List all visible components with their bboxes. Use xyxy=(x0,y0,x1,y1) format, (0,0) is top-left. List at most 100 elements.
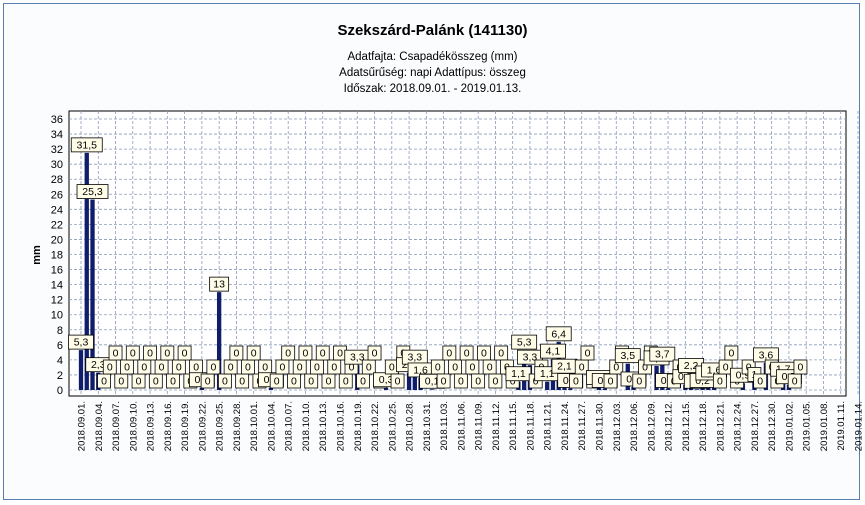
x-tick-label: 2018.09.10. xyxy=(128,401,139,451)
data-label: 0 xyxy=(465,359,480,375)
y-tick-label: 34 xyxy=(51,129,63,141)
data-label-text: 0 xyxy=(389,362,395,374)
data-label-text: 0 xyxy=(533,376,539,388)
data-label: 0 xyxy=(304,373,319,389)
x-tick-label: 2018.10.19. xyxy=(353,401,364,451)
data-label: 0 xyxy=(459,345,474,361)
data-label-text: 0 xyxy=(314,362,320,374)
data-label: 0 xyxy=(298,345,313,361)
data-label-text: 0 xyxy=(222,376,228,388)
data-label-text: 1,1 xyxy=(540,368,555,380)
data-label-text: 0 xyxy=(245,362,251,374)
x-tick-label: 2018.10.07. xyxy=(284,401,295,451)
data-label: 0 xyxy=(430,359,445,375)
data-label-text: 0 xyxy=(360,376,366,388)
data-label: 0 xyxy=(603,373,618,389)
data-label: 0 xyxy=(787,373,802,389)
data-label-text: 0 xyxy=(446,348,452,360)
x-tick-label: 2019.01.14. xyxy=(854,401,865,451)
data-label-box xyxy=(545,326,572,342)
data-label: 3,7 xyxy=(649,346,676,362)
data-label: 13 xyxy=(209,276,230,292)
data-label: 4,1 xyxy=(540,343,566,359)
data-label-text: 0 xyxy=(280,362,286,374)
data-label: 0 xyxy=(315,345,330,361)
data-label-text: 0 xyxy=(573,376,579,388)
data-label-text: 0 xyxy=(613,362,619,374)
data-label-box xyxy=(70,137,103,153)
x-tick-label: 2018.09.04. xyxy=(94,401,105,451)
data-label: 0 xyxy=(143,345,157,361)
data-label-box xyxy=(793,359,808,375)
x-tick-label: 2018.12.21. xyxy=(715,401,726,451)
data-label-text: 0 xyxy=(435,362,441,374)
data-label-text: 0 xyxy=(728,348,734,360)
data-label-text: 31,5 xyxy=(77,139,98,151)
x-tick-label: 2018.12.27. xyxy=(750,401,761,451)
y-tick-label: 10 xyxy=(51,310,63,322)
data-label-text: 0 xyxy=(147,348,153,360)
data-label-text: 3,3 xyxy=(408,352,423,364)
data-label-text: 0 xyxy=(642,362,648,374)
data-label: 0 xyxy=(793,359,808,375)
data-label-text: 0 xyxy=(492,376,498,388)
data-label-box xyxy=(390,373,405,389)
data-label: 0 xyxy=(125,345,140,361)
x-tick-label: 2018.11.03. xyxy=(439,401,450,450)
data-label-text: 4,1 xyxy=(546,346,561,358)
data-label-text: 5,3 xyxy=(517,337,532,349)
data-label-text: 0 xyxy=(113,348,119,360)
data-label: 0 xyxy=(321,373,336,389)
x-tick-label: 2018.11.27. xyxy=(577,401,588,450)
chart-title: Szekszárd-Palánk (141130) xyxy=(337,22,528,39)
data-label-text: 3,7 xyxy=(655,349,670,361)
data-label-text: 0 xyxy=(481,348,487,360)
data-label-text: 3,5 xyxy=(620,350,635,362)
data-label-box xyxy=(209,276,230,292)
data-label-text: 0 xyxy=(441,376,447,388)
data-label-text: 0 xyxy=(498,348,504,360)
data-label: 0 xyxy=(166,373,180,389)
x-tick-label: 2018.12.09. xyxy=(646,401,657,451)
y-tick-label: 26 xyxy=(51,189,63,201)
data-label: 0 xyxy=(436,373,451,389)
data-label: 0 xyxy=(120,359,134,375)
data-label: 0 xyxy=(453,373,468,389)
data-label: 0 xyxy=(160,345,175,361)
bar xyxy=(429,389,435,390)
data-label-text: 1,1 xyxy=(511,368,526,380)
data-label-text: 0 xyxy=(193,362,199,374)
data-label: 0 xyxy=(102,359,117,375)
data-label-box xyxy=(315,345,330,361)
data-label: 0 xyxy=(310,359,324,375)
data-label-text: 2,3 xyxy=(91,359,106,371)
x-tick-label: 2018.10.04. xyxy=(266,401,277,451)
data-label: 0 xyxy=(569,373,583,389)
data-label-text: 0 xyxy=(285,348,291,360)
data-label-text: 0 xyxy=(124,362,130,374)
data-label: 0 xyxy=(223,359,238,375)
data-label: 0 xyxy=(753,373,768,389)
data-label-text: 0 xyxy=(464,348,470,360)
x-tick-label: 2018.10.25. xyxy=(387,401,398,451)
data-label-text: 1,6 xyxy=(413,364,428,376)
data-label-text: 0 xyxy=(757,376,763,388)
bar xyxy=(78,350,84,390)
data-label-text: 0 xyxy=(723,362,729,374)
x-tick-label: 2018.11.21. xyxy=(543,401,554,450)
x-tick-label: 2018.09.13. xyxy=(146,401,157,451)
data-label-box xyxy=(177,345,192,361)
bar xyxy=(700,388,705,390)
data-label: 0 xyxy=(361,359,376,375)
x-tick-label: 2018.12.12. xyxy=(664,401,675,451)
data-label-text: 0 xyxy=(176,362,182,374)
bar xyxy=(545,381,550,390)
data-label: 0 xyxy=(235,373,250,389)
x-tick-label: 2018.09.22. xyxy=(197,401,208,451)
y-tick-label: 30 xyxy=(51,159,63,171)
data-label-text: 0,1 xyxy=(425,376,440,388)
data-label: 0 xyxy=(241,359,255,375)
y-tick-label: 14 xyxy=(51,280,63,292)
data-label-text: 3,3 xyxy=(523,352,538,364)
